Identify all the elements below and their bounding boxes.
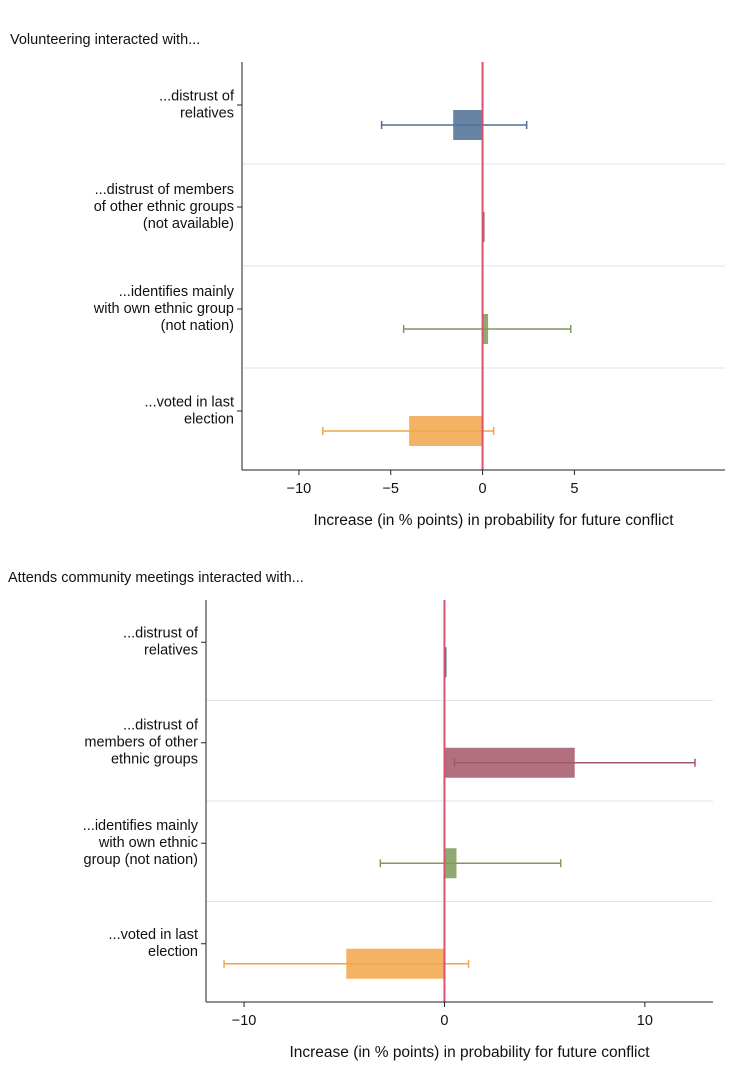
- error-bar: [379, 859, 562, 868]
- y-tick-label: ethnic groups: [111, 752, 198, 768]
- y-tick-label: (not nation): [161, 318, 234, 334]
- x-axis-label: Increase (in % points) in probability fo…: [289, 1044, 650, 1061]
- chart-title: Attends community meetings interacted wi…: [8, 570, 304, 586]
- y-tick-label: ...distrust of: [123, 626, 199, 642]
- y-tick-label: ...distrust of members: [95, 182, 234, 198]
- x-tick-label: 10: [637, 1013, 653, 1029]
- y-tick-label: (not available): [143, 216, 234, 232]
- x-tick-label: 0: [440, 1013, 448, 1029]
- y-tick-label: ...identifies mainly: [83, 818, 199, 834]
- x-tick-label: −10: [232, 1013, 257, 1029]
- y-tick-label: of other ethnic groups: [94, 199, 234, 215]
- y-tick-label: ...voted in last: [145, 394, 234, 410]
- error-bar: [223, 959, 470, 968]
- y-tick-label: election: [184, 411, 234, 427]
- y-tick-label: election: [148, 944, 198, 960]
- error-bar: [322, 427, 495, 435]
- x-axis-label: Increase (in % points) in probability fo…: [313, 512, 674, 529]
- error-bar: [453, 758, 696, 767]
- y-tick-label: ...identifies mainly: [119, 284, 235, 300]
- y-tick-label: with own ethnic: [98, 835, 198, 851]
- y-tick-label: with own ethnic group: [93, 301, 234, 317]
- x-tick-label: 5: [570, 481, 578, 497]
- x-tick-label: −10: [287, 481, 312, 497]
- y-tick-label: relatives: [144, 643, 198, 659]
- y-tick-label: ...distrust of: [159, 88, 235, 104]
- y-tick-label: relatives: [180, 105, 234, 121]
- error-bar: [380, 121, 528, 129]
- chart-title: Volunteering interacted with...: [10, 32, 200, 48]
- y-tick-label: ...distrust of: [123, 718, 199, 734]
- y-tick-label: group (not nation): [84, 852, 198, 868]
- x-tick-label: −5: [382, 481, 399, 497]
- y-tick-label: ...voted in last: [109, 927, 198, 943]
- x-tick-label: 0: [479, 481, 487, 497]
- y-tick-label: members of other: [84, 735, 198, 751]
- error-bar: [402, 325, 572, 333]
